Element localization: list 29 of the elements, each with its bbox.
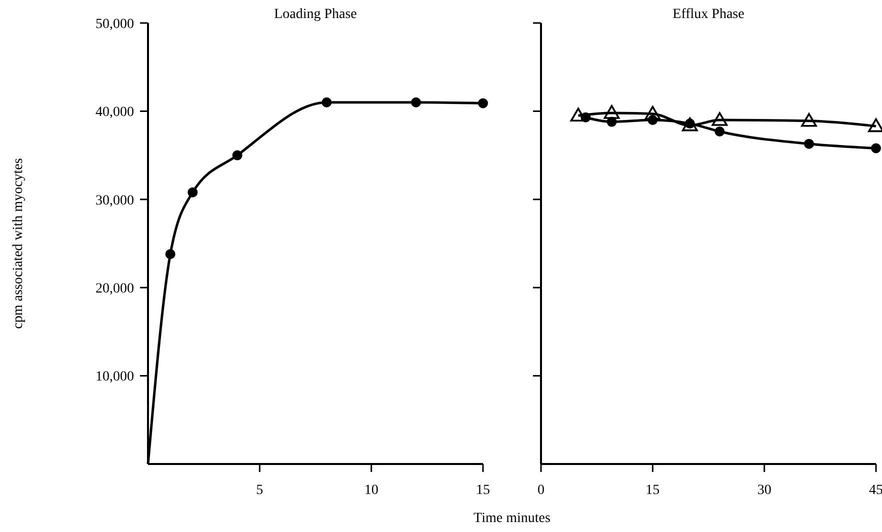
point: [804, 138, 814, 149]
point: [232, 150, 242, 160]
x-tick-label: 0: [538, 483, 544, 498]
chart-title: Loading Phase: [274, 7, 357, 22]
chart-title: Efflux Phase: [672, 7, 744, 22]
point: [165, 249, 176, 260]
y-tick-label: 40,000: [96, 105, 134, 120]
x-tick-label: 10: [364, 483, 378, 498]
x-tick-label: 30: [757, 483, 772, 498]
point: [871, 143, 881, 154]
y-tick-label: 50,000: [96, 16, 134, 32]
y-tick-label: 30,000: [96, 193, 134, 208]
point: [411, 97, 421, 108]
point: [801, 113, 817, 127]
point: [644, 106, 661, 120]
x-tick-label: 5: [256, 483, 264, 498]
y-tick-label: 10,000: [96, 370, 134, 385]
point: [188, 187, 198, 198]
point: [712, 112, 728, 126]
x-axis-title: Time minutes: [474, 511, 550, 526]
point: [478, 98, 488, 108]
x-tick-label: 15: [476, 483, 490, 498]
x-tick-label: 15: [646, 483, 660, 498]
point: [714, 126, 725, 136]
point: [322, 97, 332, 108]
y-axis-title: cpm associated with myocytes: [11, 158, 26, 329]
y-tick-label: 20,000: [96, 282, 134, 296]
point: [682, 117, 698, 132]
point: [604, 105, 620, 119]
